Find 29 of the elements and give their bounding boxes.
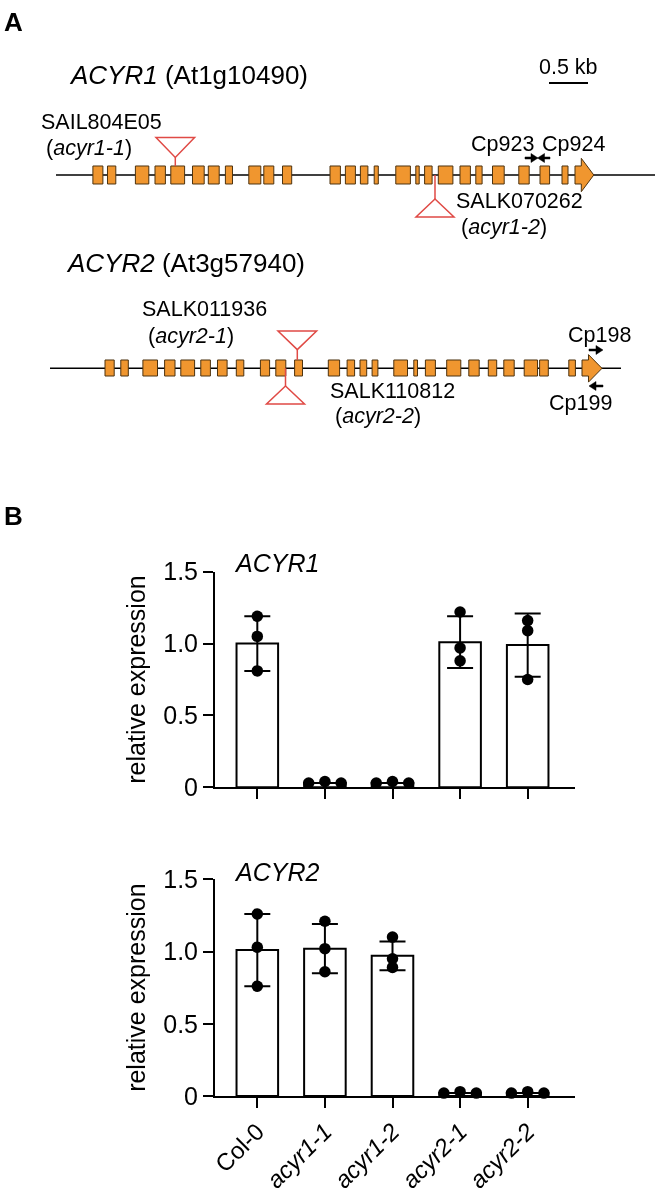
chart-title: ACYR1 bbox=[234, 549, 320, 577]
text: ACYR2 (At3g57940) bbox=[66, 248, 306, 278]
text: ACYR1 (At1g10490) bbox=[69, 60, 309, 90]
text: A bbox=[4, 7, 23, 37]
text: Cp923 bbox=[471, 132, 535, 156]
text: Cp924 bbox=[542, 132, 606, 156]
y-tick-label: 0.5 bbox=[163, 701, 198, 730]
text: (acyr2-1) bbox=[148, 324, 235, 348]
y-tick-label: 0.5 bbox=[163, 1009, 198, 1038]
text: Cp198 bbox=[568, 323, 632, 347]
y-tick-label: 1.5 bbox=[163, 865, 198, 894]
y-tick-label: 1.5 bbox=[163, 557, 198, 586]
text: SALK070262 bbox=[456, 189, 583, 213]
text: SAIL804E05 bbox=[41, 110, 162, 134]
text: (acyr2-2) bbox=[335, 404, 422, 428]
text: SALK110812 bbox=[330, 379, 456, 403]
text: 0.5 kb bbox=[539, 55, 598, 79]
y-tick-label: 0 bbox=[184, 1081, 198, 1110]
y-tick-label: 1.0 bbox=[163, 937, 198, 966]
y-axis-title: relative expression bbox=[122, 575, 151, 784]
text: Cp199 bbox=[549, 391, 613, 415]
text: (acyr1-1) bbox=[46, 136, 133, 160]
y-axis-title: relative expression bbox=[122, 883, 151, 1092]
chart-title: ACYR2 bbox=[234, 858, 320, 886]
text: (acyr1-2) bbox=[461, 215, 548, 239]
text: B bbox=[4, 501, 23, 531]
y-tick-label: 0 bbox=[184, 773, 198, 802]
y-tick-label: 1.0 bbox=[163, 629, 198, 658]
text: SALK011936 bbox=[142, 297, 268, 321]
